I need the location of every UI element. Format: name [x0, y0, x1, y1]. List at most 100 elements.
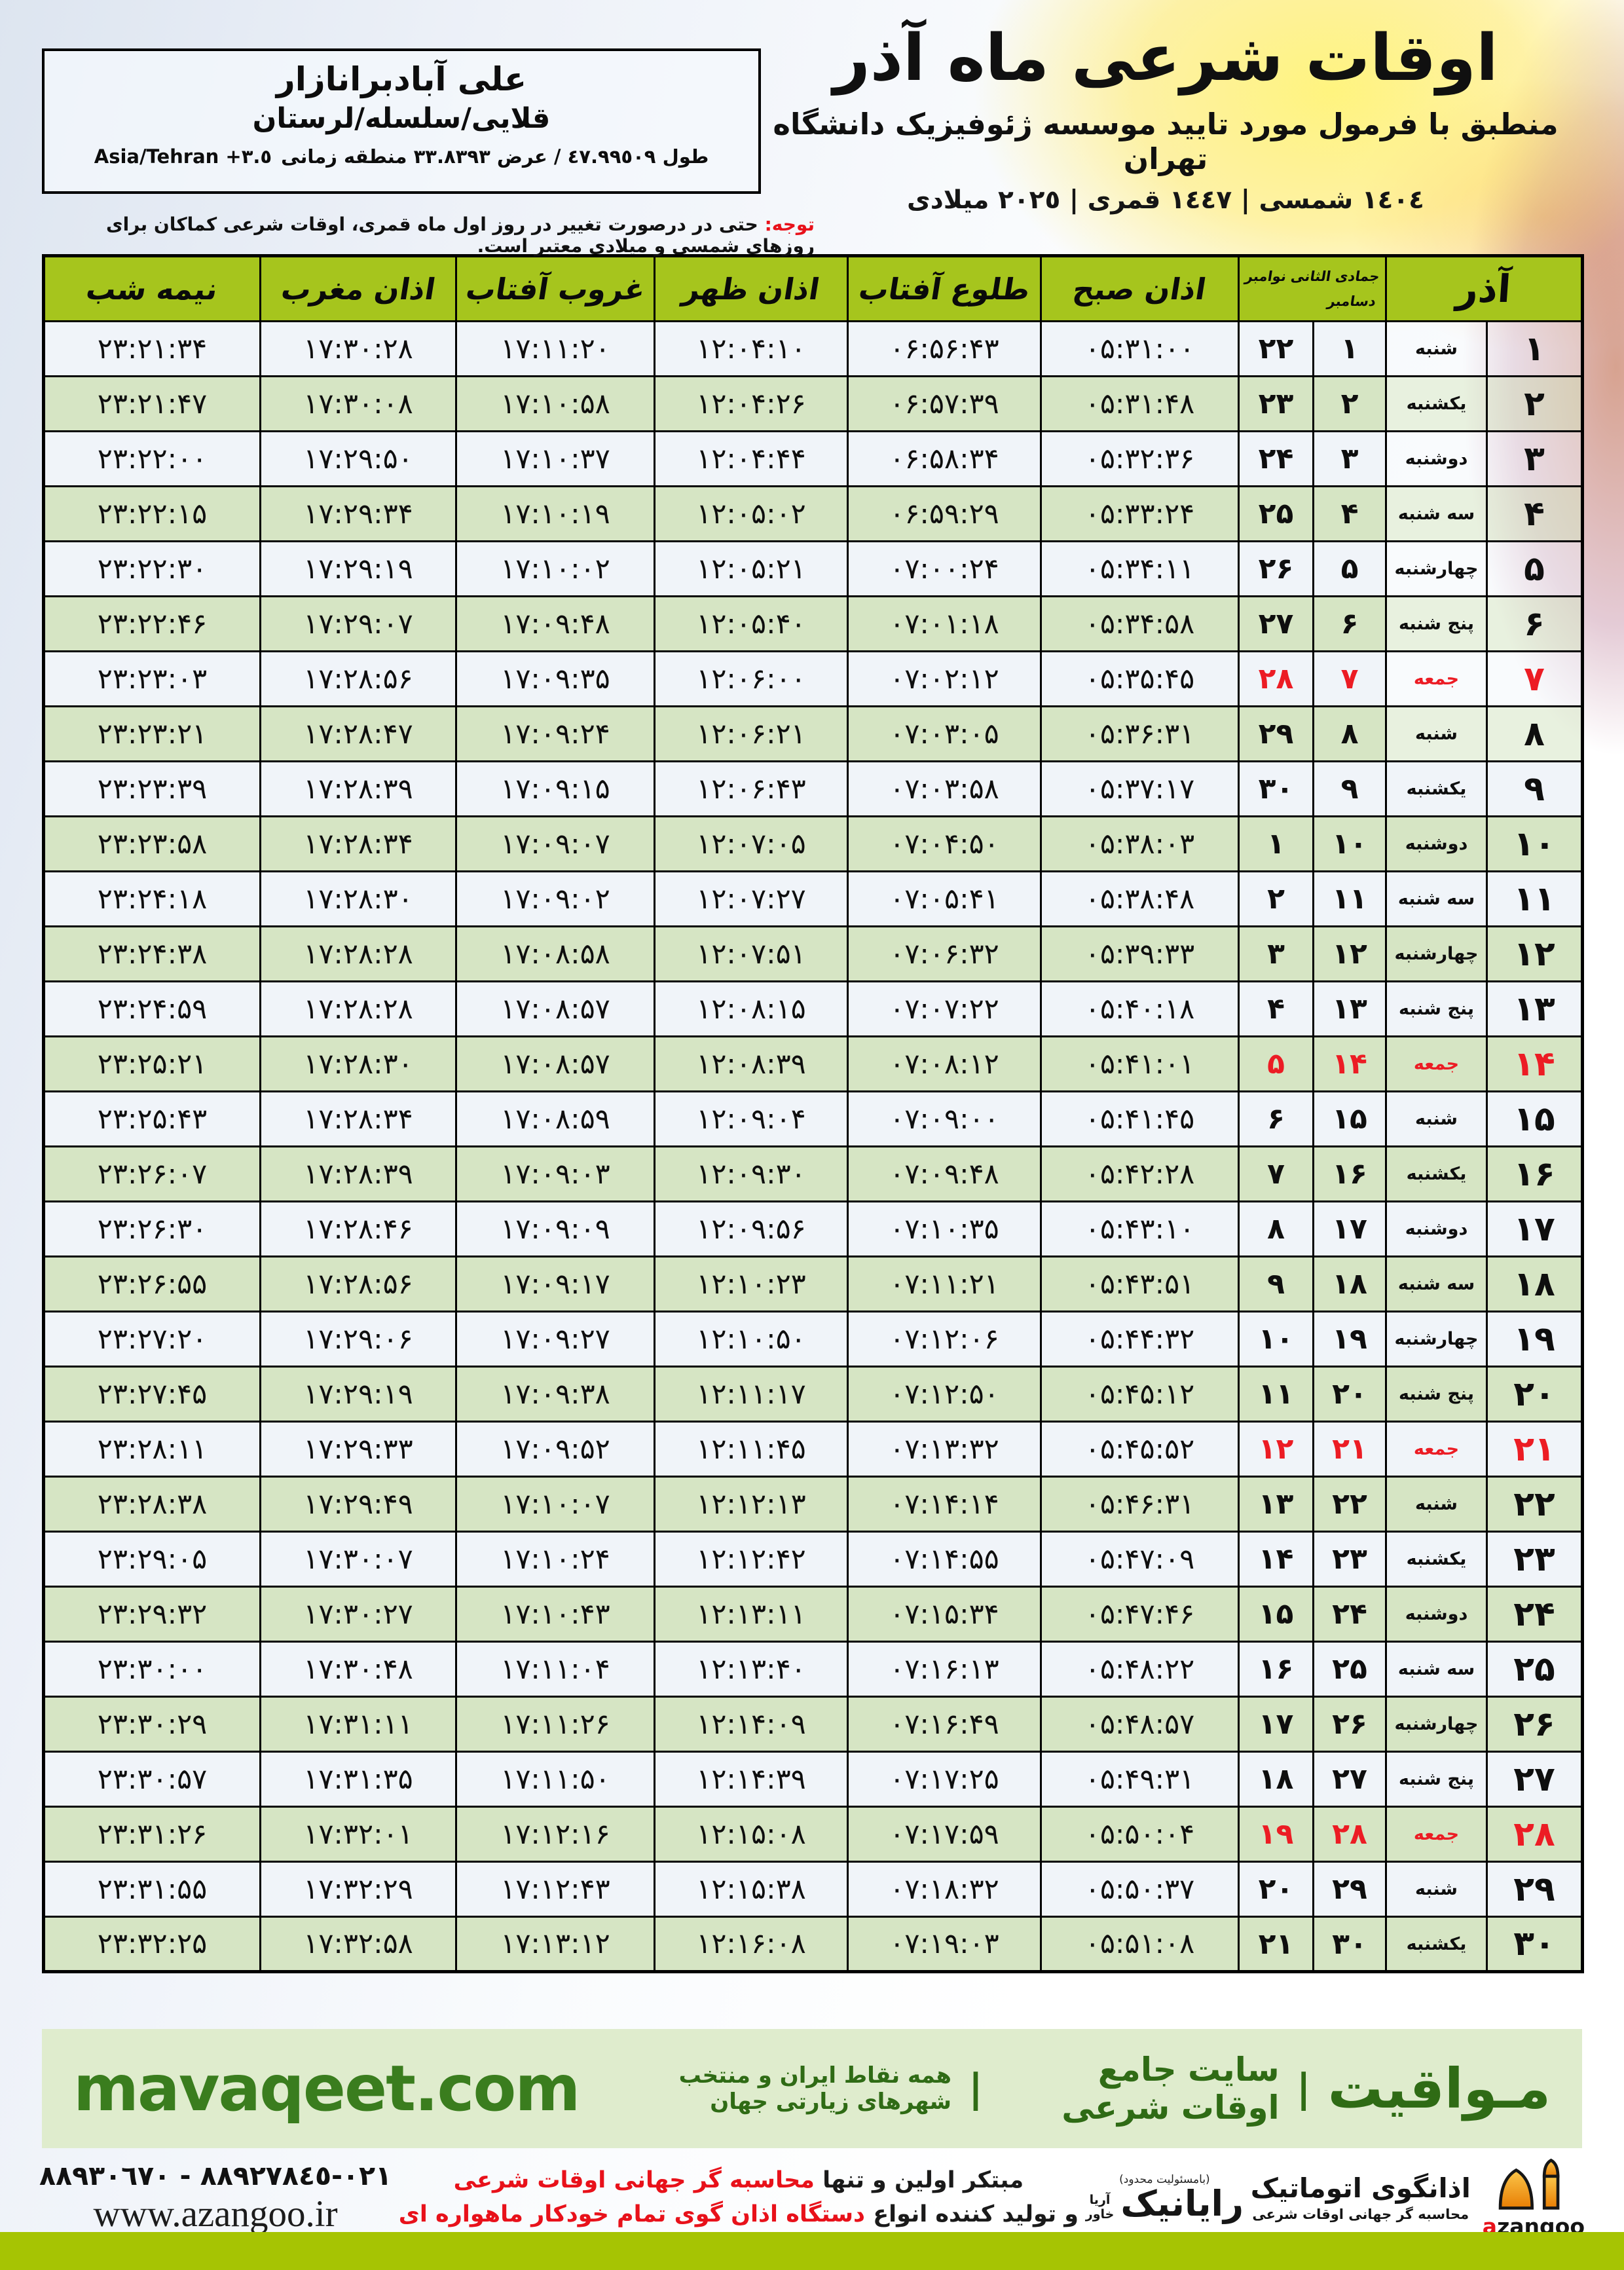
cell-dhuhr: ۱۲:۰۵:۰۲	[654, 485, 849, 542]
azangoo-url-link[interactable]: www.azangoo.ir	[93, 2193, 338, 2235]
cell-dhuhr: ۱۲:۱۴:۰۹	[654, 1696, 849, 1753]
cell-sunrise: ۰۷:۱۳:۳۲	[847, 1421, 1042, 1478]
header-lunar-gregorian: جمادی الثانی نوامبر دسامبر	[1238, 255, 1387, 322]
cell-maghrib: ۱۷:۲۸:۲۸	[259, 925, 457, 982]
table-row: ۲۴ دوشنبه ۲۴ ۱۵ ۰۵:۴۷:۴۶ ۰۷:۱۵:۳۴ ۱۲:۱۳:۱۱ ۱۷:۱…	[43, 1586, 1584, 1643]
cell-lunar: ۱۲	[1312, 925, 1387, 982]
cell-sunset: ۱۷:۱۲:۱۶	[455, 1806, 655, 1863]
cell-day: چهارشنبه	[1384, 1311, 1488, 1368]
cell-sunrise: ۰۷:۱۴:۵۵	[847, 1531, 1042, 1588]
cell-sunrise: ۰۷:۰۵:۴۱	[847, 870, 1042, 927]
cell-greg: ۱۷	[1238, 1696, 1314, 1753]
location-timezone: Asia/Tehran +٣.٥	[94, 145, 272, 168]
cell-day: پنج شنبه	[1384, 595, 1488, 652]
cell-greg: ۱۱	[1238, 1366, 1314, 1423]
cell-lunar: ۲۲	[1312, 1476, 1387, 1533]
cell-midnight: ۲۳:۲۴:۳۸	[43, 925, 261, 982]
cell-day: دوشنبه	[1384, 1200, 1488, 1257]
mavaqeet-url-link[interactable]: mavaqeet.com	[73, 2052, 580, 2125]
cell-lunar: ۲۰	[1312, 1366, 1387, 1423]
cell-lunar: ۱۷	[1312, 1200, 1387, 1257]
cell-sunrise: ۰۶:۵۸:۳۴	[847, 430, 1042, 487]
cell-fajr: ۰۵:۳۴:۵۸	[1040, 595, 1240, 652]
cell-sunset: ۱۷:۰۹:۱۷	[455, 1256, 655, 1312]
bottom-strip	[0, 2232, 1624, 2270]
azangoo-title-fa: اذانگوی اتوماتیک	[1250, 2172, 1471, 2204]
cell-azar: ۱۵	[1486, 1090, 1584, 1147]
header-dhuhr: اذان ظهر	[654, 255, 849, 322]
cell-midnight: ۲۳:۲۱:۴۷	[43, 375, 261, 432]
cell-greg: ۲۴	[1238, 430, 1314, 487]
cell-dhuhr: ۱۲:۱۳:۴۰	[654, 1641, 849, 1698]
table-row: ۱۲ چهارشنبه ۱۲ ۳ ۰۵:۳۹:۳۳ ۰۷:۰۶:۳۲ ۱۲:۰۷:۵۱ ۱۷:…	[43, 925, 1584, 982]
cell-maghrib: ۱۷:۳۲:۲۹	[259, 1861, 457, 1918]
cell-sunset: ۱۷:۱۰:۲۴	[455, 1531, 655, 1588]
cell-greg: ۱۶	[1238, 1641, 1314, 1698]
table-row: ۲۹ شنبه ۲۹ ۲۰ ۰۵:۵۰:۳۷ ۰۷:۱۸:۳۲ ۱۲:۱۵:۳۸ ۱۷:۱۲:…	[43, 1861, 1584, 1918]
table-row: ۲۳ یکشنبه ۲۳ ۱۴ ۰۵:۴۷:۰۹ ۰۷:۱۴:۵۵ ۱۲:۱۲:۴۲ ۱۷:۱…	[43, 1531, 1584, 1588]
cell-dhuhr: ۱۲:۰۵:۲۱	[654, 540, 849, 597]
cell-day: چهارشنبه	[1384, 1696, 1488, 1753]
cell-maghrib: ۱۷:۲۸:۳۹	[259, 1145, 457, 1202]
cell-fajr: ۰۵:۴۷:۴۶	[1040, 1586, 1240, 1643]
cell-sunrise: ۰۶:۵۹:۲۹	[847, 485, 1042, 542]
cell-sunrise: ۰۷:۱۹:۰۳	[847, 1916, 1042, 1973]
cell-sunrise: ۰۷:۱۸:۳۲	[847, 1861, 1042, 1918]
cell-fajr: ۰۵:۴۱:۴۵	[1040, 1090, 1240, 1147]
table-row: ۲۱ جمعه ۲۱ ۱۲ ۰۵:۴۵:۵۲ ۰۷:۱۳:۳۲ ۱۲:۱۱:۴۵ ۱۷:۰۹:…	[43, 1421, 1584, 1478]
cell-fajr: ۰۵:۳۸:۰۳	[1040, 815, 1240, 872]
cell-fajr: ۰۵:۴۴:۳۲	[1040, 1311, 1240, 1368]
cell-lunar: ۶	[1312, 595, 1387, 652]
cell-sunrise: ۰۷:۰۹:۴۸	[847, 1145, 1042, 1202]
cell-greg: ۹	[1238, 1256, 1314, 1312]
cell-day: سه شنبه	[1384, 870, 1488, 927]
cell-dhuhr: ۱۲:۱۱:۴۵	[654, 1421, 849, 1478]
notice-text: حتی در درصورت تغییر در روز اول ماه قمری،…	[105, 214, 815, 257]
cell-sunrise: ۰۷:۱۲:۰۶	[847, 1311, 1042, 1368]
header-midnight: نیمه شب	[43, 255, 261, 322]
cell-azar: ۵	[1486, 540, 1584, 597]
cell-maghrib: ۱۷:۳۰:۴۸	[259, 1641, 457, 1698]
table-row: ۱۹ چهارشنبه ۱۹ ۱۰ ۰۵:۴۴:۳۲ ۰۷:۱۲:۰۶ ۱۲:۱۰:۵۰ ۱۷…	[43, 1311, 1584, 1368]
table-row: ۲۲ شنبه ۲۲ ۱۳ ۰۵:۴۶:۳۱ ۰۷:۱۴:۱۴ ۱۲:۱۲:۱۳ ۱۷:۱۰:…	[43, 1476, 1584, 1533]
phone-number: ٠٢١-٨٨٩٢٧٨٤٥ - ٨٨٩٣٠٦٧٠	[39, 2159, 392, 2191]
cell-midnight: ۲۳:۲۶:۵۵	[43, 1256, 261, 1312]
cell-fajr: ۰۵:۴۵:۵۲	[1040, 1421, 1240, 1478]
mosque-icon	[1498, 2158, 1560, 2210]
cell-greg: ۷	[1238, 1145, 1314, 1202]
cell-midnight: ۲۳:۲۲:۳۰	[43, 540, 261, 597]
cell-day: سه شنبه	[1384, 485, 1488, 542]
cell-azar: ۶	[1486, 595, 1584, 652]
cell-greg: ۱۸	[1238, 1751, 1314, 1808]
table-row: ۵ چهارشنبه ۵ ۲۶ ۰۵:۳۴:۱۱ ۰۷:۰۰:۲۴ ۱۲:۰۵:۲۱ ۱۷:۱…	[43, 540, 1584, 597]
notice-label: توجه:	[764, 214, 815, 235]
cell-sunrise: ۰۷:۰۹:۰۰	[847, 1090, 1042, 1147]
cell-greg: ۲۵	[1238, 485, 1314, 542]
cell-midnight: ۲۳:۲۳:۳۹	[43, 760, 261, 817]
table-row: ۶ پنج شنبه ۶ ۲۷ ۰۵:۳۴:۵۸ ۰۷:۰۱:۱۸ ۱۲:۰۵:۴۰ ۱۷:۰…	[43, 595, 1584, 652]
cell-maghrib: ۱۷:۲۸:۴۷	[259, 705, 457, 762]
cell-maghrib: ۱۷:۳۰:۲۷	[259, 1586, 457, 1643]
cell-lunar: ۲۴	[1312, 1586, 1387, 1643]
cell-sunrise: ۰۷:۱۶:۱۳	[847, 1641, 1042, 1698]
cell-sunrise: ۰۷:۱۷:۲۵	[847, 1751, 1042, 1808]
cell-greg: ۲۳	[1238, 375, 1314, 432]
cell-lunar: ۲۹	[1312, 1861, 1387, 1918]
cell-lunar: ۲۸	[1312, 1806, 1387, 1863]
cell-fajr: ۰۵:۴۱:۰۱	[1040, 1035, 1240, 1092]
table-row: ۱۰ دوشنبه ۱۰ ۱ ۰۵:۳۸:۰۳ ۰۷:۰۴:۵۰ ۱۲:۰۷:۰۵ ۱۷:۰۹…	[43, 815, 1584, 872]
cell-midnight: ۲۳:۲۸:۳۸	[43, 1476, 261, 1533]
cell-midnight: ۲۳:۲۲:۱۵	[43, 485, 261, 542]
cell-dhuhr: ۱۲:۰۴:۴۴	[654, 430, 849, 487]
cell-maghrib: ۱۷:۲۹:۳۳	[259, 1421, 457, 1478]
cell-fajr: ۰۵:۴۷:۰۹	[1040, 1531, 1240, 1588]
cell-day: جمعه	[1384, 650, 1488, 707]
cell-lunar: ۲۱	[1312, 1421, 1387, 1478]
cell-lunar: ۱۸	[1312, 1256, 1387, 1312]
table-row: ۹ یکشنبه ۹ ۳۰ ۰۵:۳۷:۱۷ ۰۷:۰۳:۵۸ ۱۲:۰۶:۴۳ ۱۷:۰۹:…	[43, 760, 1584, 817]
cell-sunrise: ۰۷:۰۳:۵۸	[847, 760, 1042, 817]
rayanik-sub-khavar: خاور	[1085, 2207, 1115, 2222]
cell-sunset: ۱۷:۰۹:۰۳	[455, 1145, 655, 1202]
table-row: ۱۷ دوشنبه ۱۷ ۸ ۰۵:۴۳:۱۰ ۰۷:۱۰:۳۵ ۱۲:۰۹:۵۶ ۱۷:۰۹…	[43, 1200, 1584, 1257]
cell-midnight: ۲۳:۲۹:۳۲	[43, 1586, 261, 1643]
